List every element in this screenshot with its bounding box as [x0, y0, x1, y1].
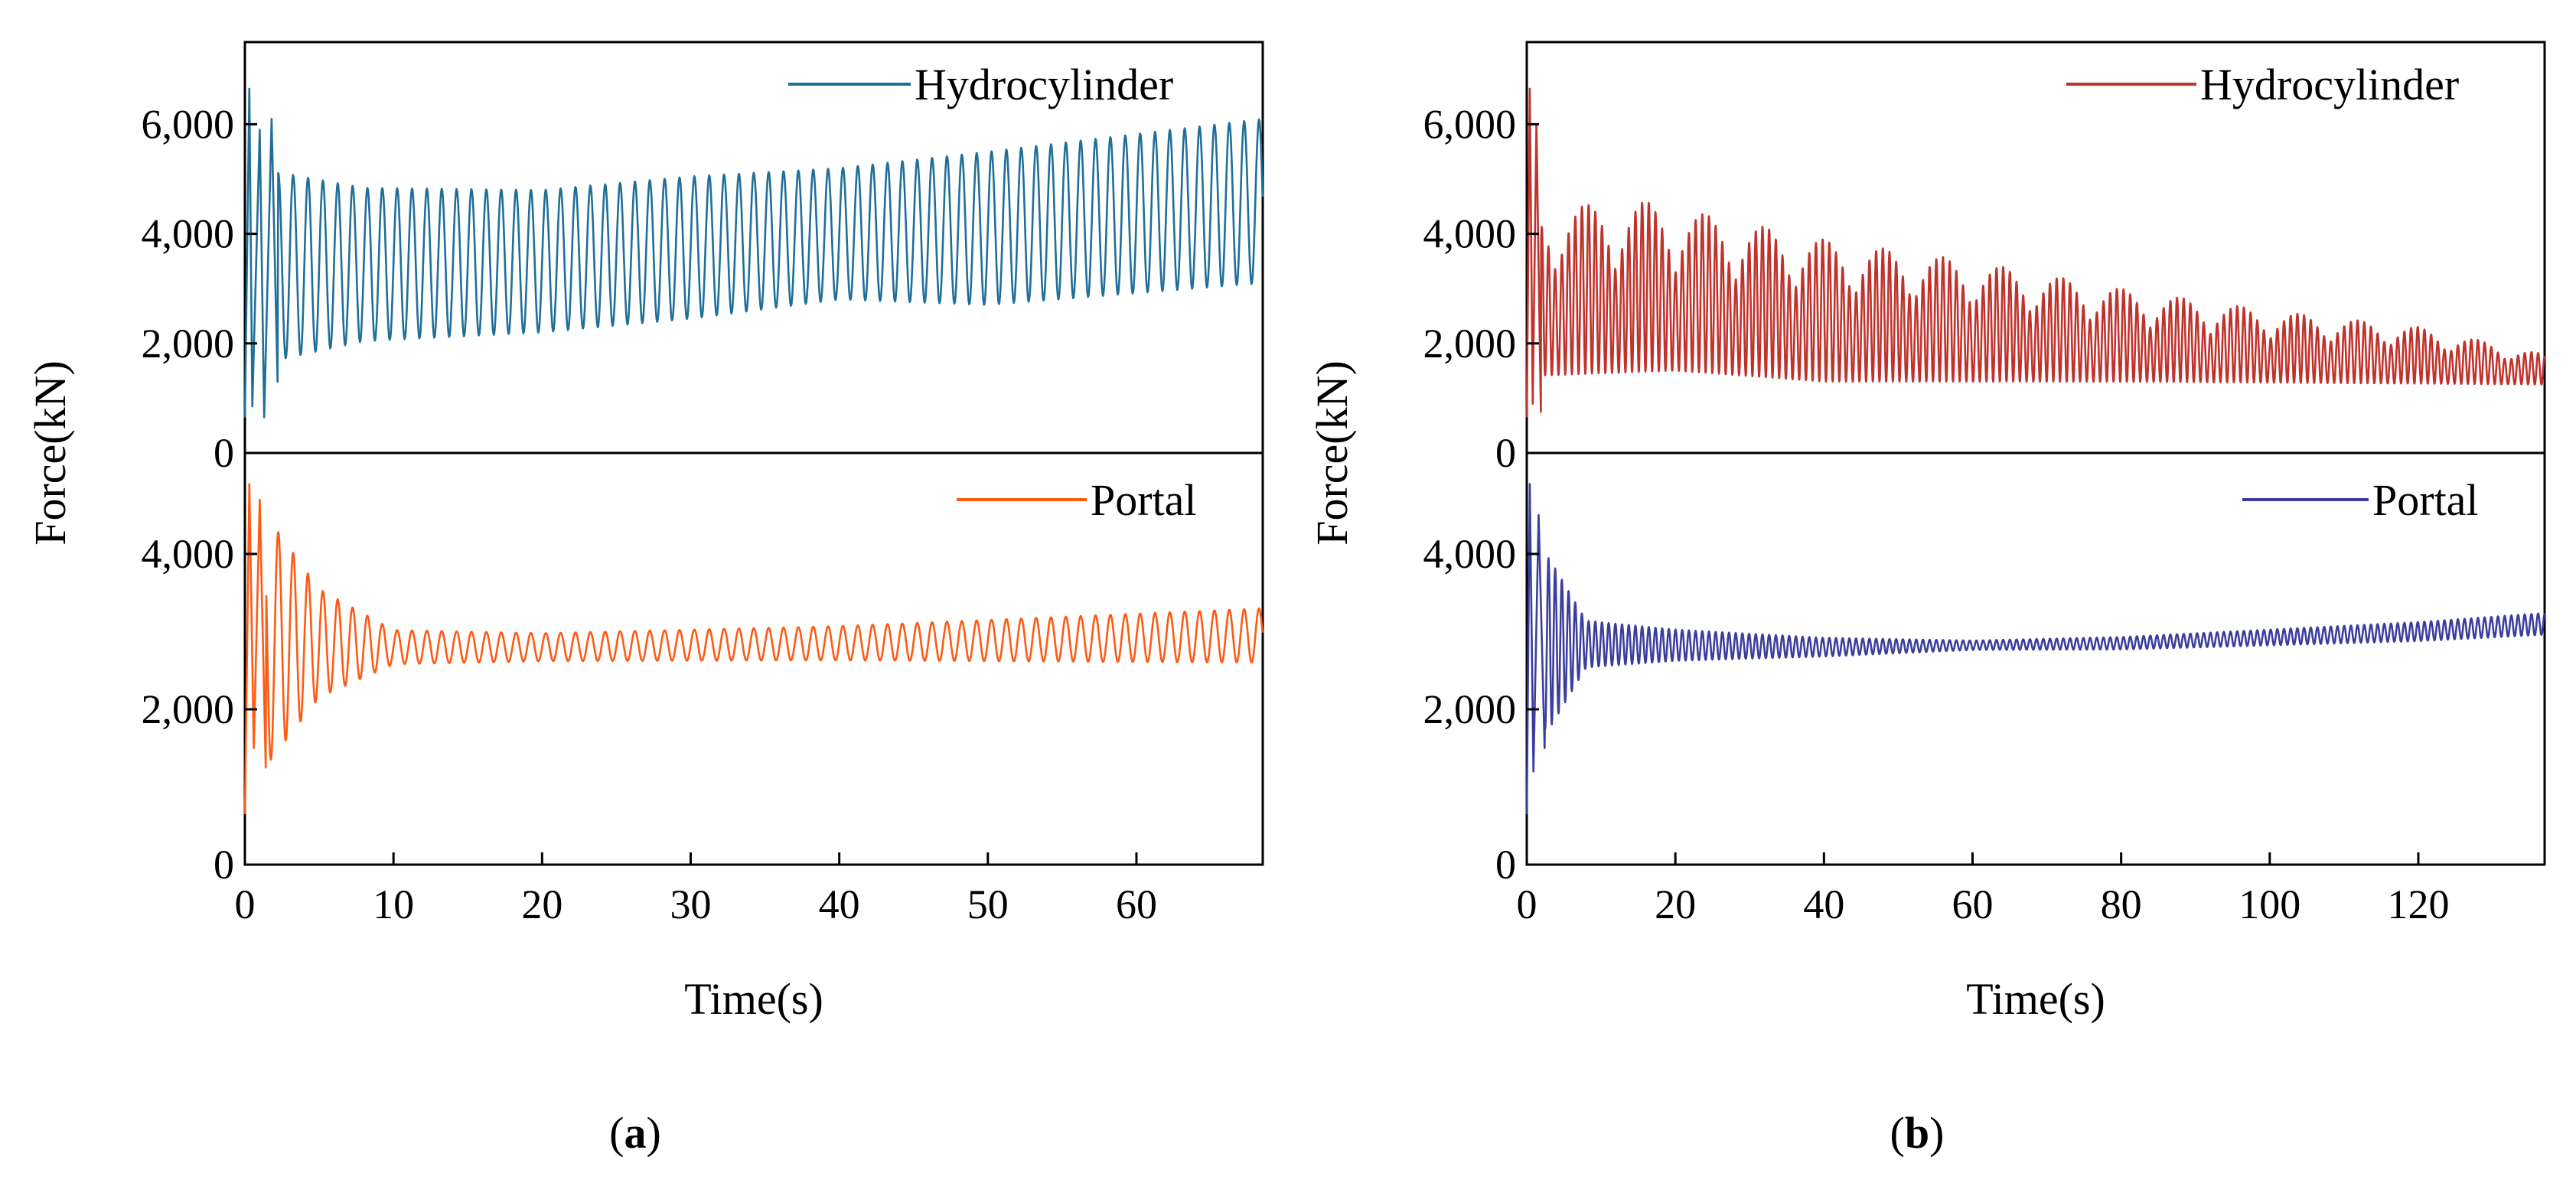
- panel-a-hydrocylinder-series: [243, 87, 1264, 419]
- x-tick-label: 0: [235, 881, 256, 927]
- y-tick-label: 0: [1495, 430, 1516, 476]
- panel-a-top-legend: Hydrocylinder: [788, 60, 1173, 109]
- x-tick-label: 20: [1655, 881, 1696, 927]
- x-tick-label: 10: [373, 881, 414, 927]
- x-tick-label: 20: [521, 881, 562, 927]
- panel-a-xlabel: Time(s): [684, 974, 823, 1024]
- y-tick-label: 2,000: [142, 321, 235, 367]
- y-tick-label: 4,000: [142, 211, 235, 257]
- panel-a-bottom-legend: Portal: [957, 475, 1197, 525]
- x-tick-label: 40: [1803, 881, 1844, 927]
- x-tick-label: 0: [1517, 881, 1537, 927]
- x-tick-label: 80: [2101, 881, 2142, 927]
- panel-b-ticks: 0 2,000 4,000 6,000 0 2,000 4,000 0 20 40 60 80 100 1…: [1423, 101, 2450, 927]
- x-tick-label: 60: [1952, 881, 1993, 927]
- y-tick-label: 4,000: [142, 531, 235, 577]
- panel-a-label: (a): [609, 1108, 661, 1158]
- y-tick-label: 0: [1495, 842, 1516, 888]
- panel-b: 0 2,000 4,000 6,000 0 2,000 4,000 0 20 40 60 80 100 1…: [1307, 41, 2546, 1158]
- y-tick-label: 0: [214, 430, 234, 476]
- panel-b-portal-series: [1525, 483, 2546, 815]
- y-tick-label: 4,000: [1423, 531, 1517, 577]
- y-tick-label: 2,000: [142, 686, 235, 732]
- panel-a-ticks: 0 2,000 4,000 6,000 0 2,000 4,000 0 10 20 30 40 50 60: [142, 101, 1157, 927]
- panel-b-bottom-frame: [1525, 451, 2546, 866]
- panel-b-label: (b): [1890, 1108, 1945, 1158]
- x-tick-label: 50: [967, 881, 1009, 927]
- panel-b-bottom-legend: Portal: [2242, 475, 2479, 525]
- x-tick-label: 120: [2387, 881, 2449, 927]
- legend-label: Portal: [2372, 475, 2479, 525]
- legend-label: Hydrocylinder: [2200, 60, 2459, 109]
- y-tick-label: 4,000: [1423, 211, 1517, 257]
- panel-a: 0 2,000 4,000 6,000 0 2,000 4,000 0 10 20 30 40 50 60…: [25, 41, 1264, 1158]
- y-tick-label: 0: [214, 842, 234, 888]
- series-line-hydrocylinder: [1525, 87, 2546, 418]
- panel-b-hydrocylinder-series: [1525, 87, 2546, 418]
- y-tick-label: 2,000: [1423, 686, 1517, 732]
- y-tick-label: 2,000: [1423, 321, 1517, 367]
- legend-label: Hydrocylinder: [915, 60, 1173, 109]
- panel-a-bottom-frame: [243, 451, 1264, 866]
- x-tick-label: 40: [819, 881, 860, 927]
- legend-label: Portal: [1091, 475, 1197, 525]
- panel-b-xlabel: Time(s): [1966, 974, 2105, 1024]
- y-tick-label: 6,000: [142, 101, 235, 147]
- series-line-hydrocylinder: [243, 87, 1264, 419]
- series-line-portal: [1525, 483, 2546, 815]
- panel-a-ylabel: Force(kN): [25, 360, 75, 546]
- x-tick-label: 60: [1116, 881, 1157, 927]
- panel-b-letter: b: [1905, 1108, 1929, 1158]
- panel-b-top-legend: Hydrocylinder: [2066, 60, 2459, 109]
- panel-b-ylabel: Force(kN): [1307, 360, 1357, 546]
- panel-a-letter: a: [624, 1108, 647, 1158]
- series-line-portal: [243, 483, 1264, 815]
- x-tick-label: 30: [670, 881, 711, 927]
- y-tick-label: 6,000: [1423, 101, 1517, 147]
- panel-a-portal-series: [243, 483, 1264, 815]
- x-tick-label: 100: [2239, 881, 2300, 927]
